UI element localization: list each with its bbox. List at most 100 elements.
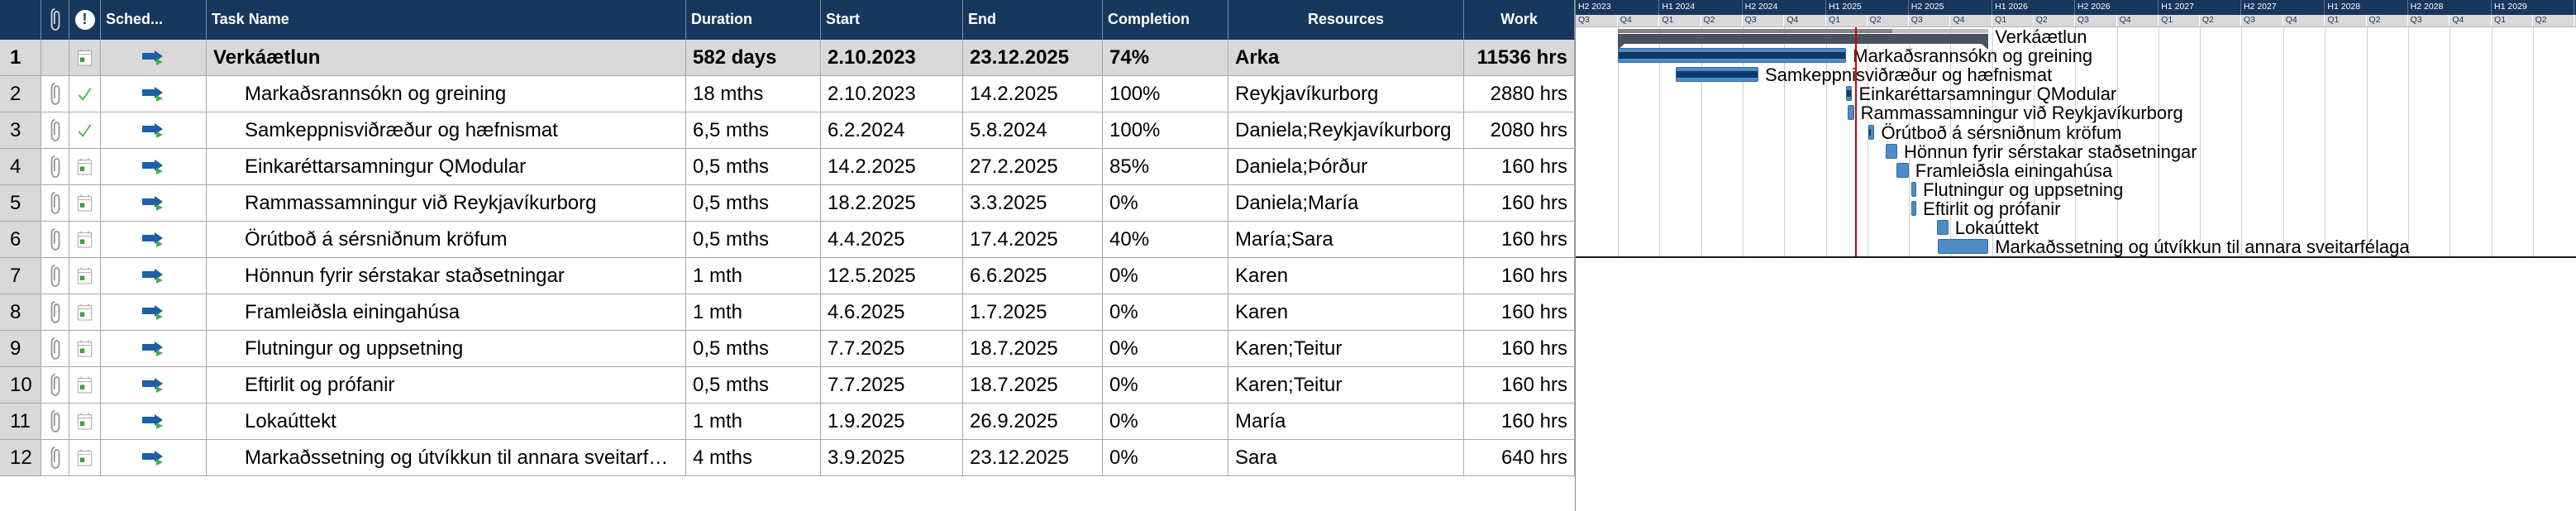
cell-start[interactable]: 12.5.2025 (821, 258, 963, 294)
cell-start[interactable]: 14.2.2025 (821, 149, 963, 185)
cell-name[interactable]: Eftirlit og prófanir (207, 367, 686, 404)
cell-num[interactable]: 9 (0, 331, 41, 367)
cell-work[interactable]: 2080 hrs (1464, 112, 1575, 149)
cell-work[interactable]: 160 hrs (1464, 149, 1575, 185)
cell-resources[interactable]: Arka (1228, 40, 1464, 76)
cell-indicator[interactable] (69, 404, 101, 440)
cell-work[interactable]: 2880 hrs (1464, 76, 1575, 112)
table-row[interactable]: 4 Einkaréttarsamningur QModular 0,5 mths 1… (0, 149, 1575, 185)
cell-indicator[interactable] (69, 294, 101, 331)
cell-duration[interactable]: 0,5 mths (686, 331, 821, 367)
cell-end[interactable]: 27.2.2025 (963, 149, 1103, 185)
cell-name[interactable]: Hönnun fyrir sérstakar staðsetningar (207, 258, 686, 294)
cell-attachment[interactable] (41, 76, 69, 112)
cell-attachment[interactable] (41, 112, 69, 149)
cell-completion[interactable]: 85% (1103, 149, 1228, 185)
cell-indicator[interactable] (69, 112, 101, 149)
cell-resources[interactable]: Daniela;María (1228, 185, 1464, 222)
cell-name[interactable]: Lokaúttekt (207, 404, 686, 440)
task-bar[interactable] (1911, 181, 1917, 197)
cell-sched[interactable] (101, 76, 207, 112)
cell-resources[interactable]: Daniela;Þórður (1228, 149, 1464, 185)
task-bar[interactable] (1911, 200, 1917, 216)
cell-start[interactable]: 2.10.2023 (821, 40, 963, 76)
cell-completion[interactable]: 74% (1103, 40, 1228, 76)
task-bar[interactable] (1848, 105, 1854, 121)
cell-attachment[interactable] (41, 40, 69, 76)
cell-completion[interactable]: 0% (1103, 258, 1228, 294)
table-row[interactable]: 7 Hönnun fyrir sérstakar staðsetningar 1 … (0, 258, 1575, 294)
cell-sched[interactable] (101, 258, 207, 294)
cell-work[interactable]: 640 hrs (1464, 440, 1575, 476)
cell-end[interactable]: 1.7.2025 (963, 294, 1103, 331)
cell-sched[interactable] (101, 185, 207, 222)
cell-completion[interactable]: 40% (1103, 222, 1228, 258)
cell-duration[interactable]: 1 mth (686, 294, 821, 331)
cell-sched[interactable] (101, 331, 207, 367)
cell-sched[interactable] (101, 40, 207, 76)
cell-num[interactable]: 3 (0, 112, 41, 149)
column-header-end[interactable]: End (963, 0, 1103, 40)
cell-end[interactable]: 3.3.2025 (963, 185, 1103, 222)
table-row[interactable]: 6 Örútboð á sérsniðnum kröfum 0,5 mths 4.4… (0, 222, 1575, 258)
cell-completion[interactable]: 0% (1103, 367, 1228, 404)
cell-name[interactable]: Markaðsrannsókn og greining (207, 76, 686, 112)
table-row[interactable]: 1 Verkáætlun 582 days 2.10.2023 23.12.2025 7… (0, 40, 1575, 76)
cell-attachment[interactable] (41, 440, 69, 476)
cell-sched[interactable] (101, 149, 207, 185)
column-header-completion[interactable]: Completion (1103, 0, 1228, 40)
cell-completion[interactable]: 100% (1103, 112, 1228, 149)
cell-resources[interactable]: Karen (1228, 258, 1464, 294)
cell-resources[interactable]: Sara (1228, 440, 1464, 476)
column-header-name[interactable]: Task Name (207, 0, 686, 40)
cell-indicator[interactable] (69, 40, 101, 76)
cell-work[interactable]: 160 hrs (1464, 367, 1575, 404)
cell-duration[interactable]: 18 mths (686, 76, 821, 112)
cell-end[interactable]: 23.12.2025 (963, 440, 1103, 476)
task-bar[interactable] (1936, 220, 1949, 235)
cell-start[interactable]: 7.7.2025 (821, 331, 963, 367)
cell-completion[interactable]: 0% (1103, 185, 1228, 222)
cell-num[interactable]: 2 (0, 76, 41, 112)
cell-duration[interactable]: 1 mth (686, 258, 821, 294)
cell-indicator[interactable] (69, 440, 101, 476)
cell-attachment[interactable] (41, 294, 69, 331)
cell-start[interactable]: 7.7.2025 (821, 367, 963, 404)
cell-duration[interactable]: 6,5 mths (686, 112, 821, 149)
cell-end[interactable]: 14.2.2025 (963, 76, 1103, 112)
cell-name[interactable]: Rammassamningur við Reykjavíkurborg (207, 185, 686, 222)
cell-num[interactable]: 11 (0, 404, 41, 440)
cell-indicator[interactable] (69, 367, 101, 404)
table-row[interactable]: 9 Flutningur og uppsetning 0,5 mths 7.7.20… (0, 331, 1575, 367)
cell-end[interactable]: 17.4.2025 (963, 222, 1103, 258)
cell-duration[interactable]: 0,5 mths (686, 367, 821, 404)
cell-resources[interactable]: Karen;Teitur (1228, 367, 1464, 404)
task-bar[interactable] (1896, 162, 1909, 178)
cell-completion[interactable]: 0% (1103, 440, 1228, 476)
cell-completion[interactable]: 0% (1103, 331, 1228, 367)
cell-work[interactable]: 160 hrs (1464, 404, 1575, 440)
cell-num[interactable]: 1 (0, 40, 41, 76)
task-bar[interactable] (1886, 143, 1897, 159)
column-header-sched[interactable]: Sched... (101, 0, 207, 40)
cell-num[interactable]: 12 (0, 440, 41, 476)
cell-name[interactable]: Einkaréttarsamningur QModular (207, 149, 686, 185)
cell-completion[interactable]: 0% (1103, 404, 1228, 440)
cell-start[interactable]: 3.9.2025 (821, 440, 963, 476)
column-header-resources[interactable]: Resources (1228, 0, 1464, 40)
cell-name[interactable]: Framleiðsla einingahúsa (207, 294, 686, 331)
cell-sched[interactable] (101, 440, 207, 476)
cell-sched[interactable] (101, 367, 207, 404)
cell-sched[interactable] (101, 222, 207, 258)
cell-num[interactable]: 7 (0, 258, 41, 294)
cell-end[interactable]: 18.7.2025 (963, 367, 1103, 404)
cell-start[interactable]: 6.2.2024 (821, 112, 963, 149)
cell-start[interactable]: 18.2.2025 (821, 185, 963, 222)
cell-indicator[interactable] (69, 185, 101, 222)
cell-attachment[interactable] (41, 367, 69, 404)
cell-end[interactable]: 6.6.2025 (963, 258, 1103, 294)
cell-duration[interactable]: 0,5 mths (686, 185, 821, 222)
cell-end[interactable]: 18.7.2025 (963, 331, 1103, 367)
cell-name[interactable]: Flutningur og uppsetning (207, 331, 686, 367)
cell-resources[interactable]: Reykjavíkurborg (1228, 76, 1464, 112)
